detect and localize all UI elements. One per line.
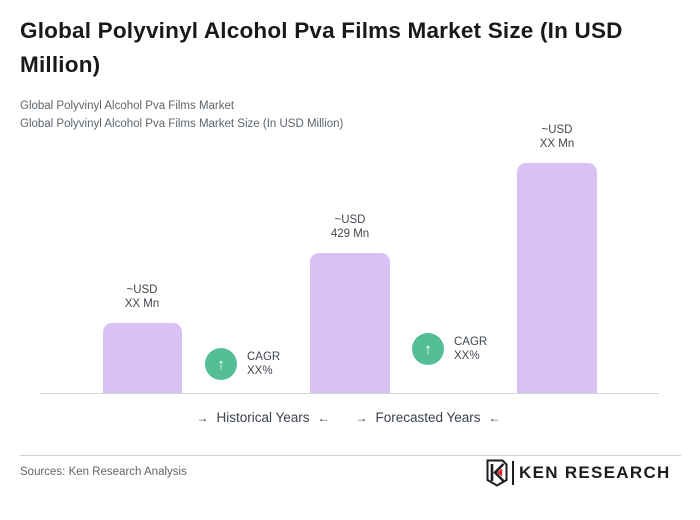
bar-value-label: ~USD XX Mn xyxy=(125,283,160,311)
bar-value-line1: ~USD xyxy=(126,284,158,296)
logo-separator xyxy=(512,461,514,485)
left-arrow-icon: ← xyxy=(317,410,330,425)
x-axis-label-historical: → Historical Years ← xyxy=(196,410,329,425)
cagr-value: XX% xyxy=(454,350,480,362)
chart-subtitle-line2: Global Polyvinyl Alcohol Pva Films Marke… xyxy=(20,118,344,130)
axis-label-text: Forecasted Years xyxy=(375,410,481,425)
cagr-label: CAGR xyxy=(247,351,281,363)
cagr-label: CAGR xyxy=(454,336,488,348)
growth-circle: ↑ xyxy=(205,348,237,380)
bar-historical-end xyxy=(310,253,390,394)
x-axis-line xyxy=(40,393,659,394)
right-arrow-icon: → xyxy=(196,410,209,425)
cagr-text: CAGR XX% xyxy=(454,335,487,363)
footer-divider xyxy=(20,455,681,456)
bar-value-line1: ~USD xyxy=(334,214,366,226)
bar-value-line2: 429 Mn xyxy=(330,228,370,240)
up-arrow-icon: ↑ xyxy=(217,355,225,373)
logo-wordmark: KEN RESEARCH xyxy=(519,463,671,482)
bar-chart: ~USD XX Mn ~USD 429 Mn ~USD XX Mn ↑ CAGR… xyxy=(40,124,659,394)
chart-subtitle-line1: Global Polyvinyl Alcohol Pva Films Marke… xyxy=(20,100,235,112)
bar-value-line2: XX Mn xyxy=(124,298,160,310)
right-arrow-icon: → xyxy=(355,410,368,425)
cagr-value: XX% xyxy=(247,365,273,377)
page-title: Global Polyvinyl Alcohol Pva Films Marke… xyxy=(20,18,623,77)
sources-text: Sources: Ken Research Analysis xyxy=(20,466,187,478)
bar-value-line1: ~USD xyxy=(541,124,573,136)
bar-value-label: ~USD 429 Mn xyxy=(331,213,369,241)
bar-historical-start xyxy=(103,323,182,394)
ken-research-shield-icon xyxy=(486,459,508,487)
bar-value-label: ~USD XX Mn xyxy=(540,123,575,151)
axis-label-text: Historical Years xyxy=(216,410,310,425)
growth-circle: ↑ xyxy=(412,333,444,365)
cagr-text: CAGR XX% xyxy=(247,350,280,378)
bar-forecast-end xyxy=(517,163,597,394)
up-arrow-icon: ↑ xyxy=(424,340,432,358)
cagr-badge: ↑ CAGR XX% xyxy=(205,348,280,380)
bar-value-line2: XX Mn xyxy=(539,138,575,150)
cagr-badge: ↑ CAGR XX% xyxy=(412,333,487,365)
ken-research-logo: KEN RESEARCH xyxy=(486,459,671,487)
left-arrow-icon: ← xyxy=(488,410,501,425)
x-axis-label-forecasted: → Forecasted Years ← xyxy=(355,410,500,425)
